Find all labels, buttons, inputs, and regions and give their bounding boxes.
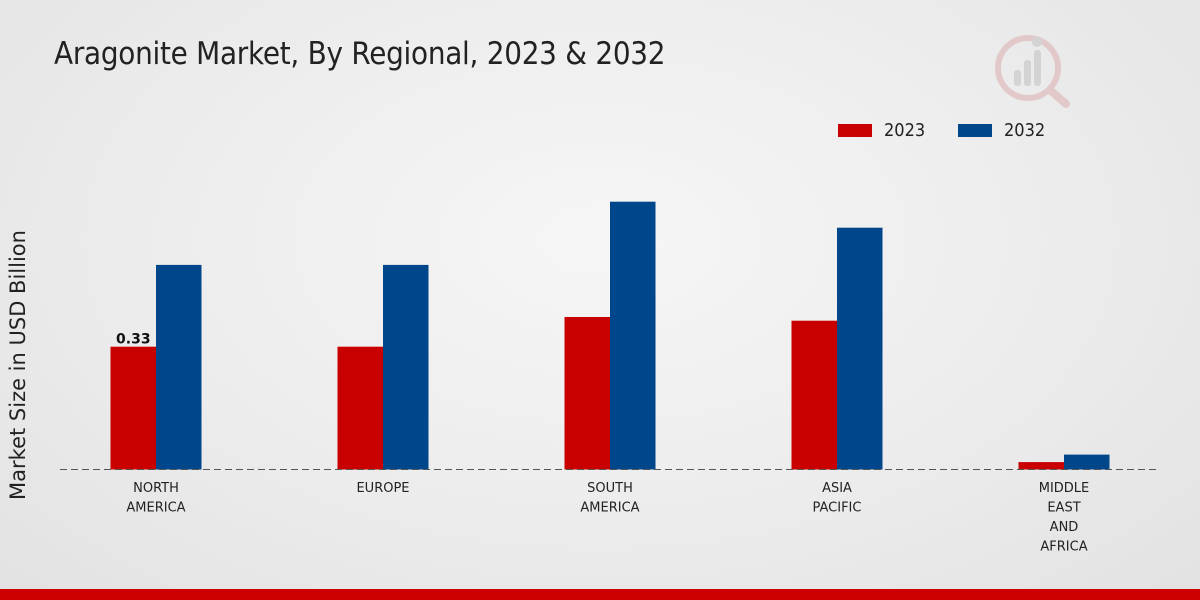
bar-2023-south-america[interactable] xyxy=(564,317,611,470)
x-tick-label: MIDDLE EAST AND AFRICA xyxy=(1039,481,1090,555)
bar-2023-asia-pacific[interactable] xyxy=(791,320,838,470)
labels-layer: NORTH AMERICA EUROPE SOUTH AMERICA ASIA PACIFI… xyxy=(116,332,1089,555)
bar-2023-north-america[interactable] xyxy=(110,346,157,470)
bottom-accent-bar xyxy=(0,589,1200,600)
legend-label-2032: 2032 xyxy=(1004,120,1046,141)
bar-2032-middle-east-and-africa[interactable] xyxy=(1064,454,1110,470)
bar-2023-middle-east-and-africa[interactable] xyxy=(1018,462,1065,470)
chart-title: Aragonite Market, By Regional, 2023 & 20… xyxy=(54,36,666,72)
x-tick-label: ASIA PACIFIC xyxy=(813,481,862,516)
bar-2032-europe[interactable] xyxy=(383,264,429,470)
x-tick-label: EUROPE xyxy=(356,481,409,496)
data-label: 0.33 xyxy=(116,332,151,348)
x-tick-label: NORTH AMERICA xyxy=(126,481,185,516)
legend-swatch-2023 xyxy=(838,124,872,137)
market-research-logo-icon xyxy=(995,35,1070,108)
legend-label-2023: 2023 xyxy=(884,120,926,141)
legend-item-2032[interactable]: 2032 xyxy=(958,120,1050,141)
x-tick-label: SOUTH AMERICA xyxy=(580,481,639,516)
legend-item-2023[interactable]: 2023 xyxy=(838,120,930,141)
bar-2032-north-america[interactable] xyxy=(156,264,202,470)
bar-2032-asia-pacific[interactable] xyxy=(837,227,883,470)
legend-swatch-2032 xyxy=(958,124,992,137)
bars-layer xyxy=(110,201,1110,470)
bar-2023-europe[interactable] xyxy=(337,346,384,470)
bar-2032-south-america[interactable] xyxy=(610,201,656,470)
